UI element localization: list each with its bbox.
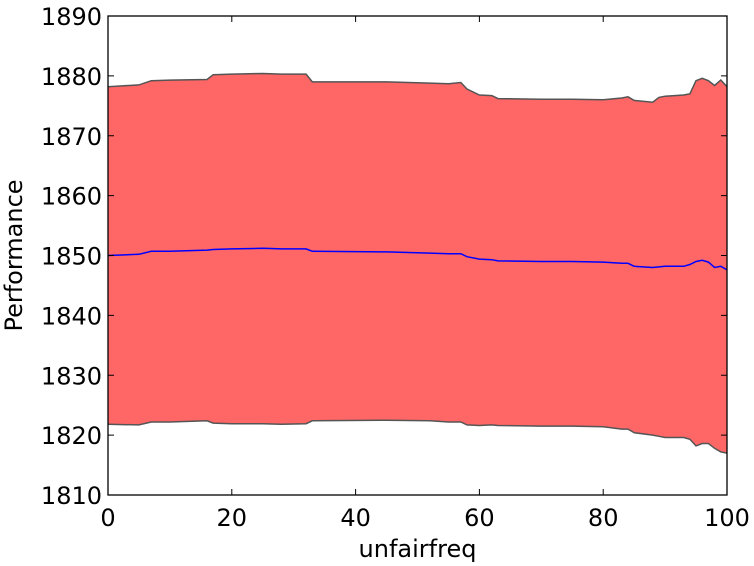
x-tick-label: 40: [340, 504, 371, 532]
y-tick-label: 1880: [41, 63, 102, 91]
y-tick-label: 1810: [41, 482, 102, 510]
y-tick-label: 1870: [41, 123, 102, 151]
y-tick-label: 1860: [41, 183, 102, 211]
x-axis-label: unfairfreq: [359, 535, 477, 563]
band-lower-edge: [107, 419, 728, 454]
confidence-band: [108, 73, 727, 454]
mean-line-layer: [107, 247, 728, 271]
x-tick-label: 20: [217, 504, 248, 532]
y-tick-label: 1830: [41, 362, 102, 390]
x-tick-label: 60: [464, 504, 495, 532]
confidence-band-layer: [107, 72, 728, 454]
y-tick-label: 1890: [41, 3, 102, 31]
x-tick-label: 100: [704, 504, 750, 532]
x-tick-label: 0: [100, 504, 115, 532]
y-tick-label: 1850: [41, 243, 102, 271]
y-tick-label: 1820: [41, 422, 102, 450]
x-tick-label: 80: [588, 504, 619, 532]
y-tick-label: 1840: [41, 302, 102, 330]
axis-ticks: 0 20 40 60 80 100 1810 1820 1830 1840 1850 1860 1870…: [41, 3, 750, 532]
y-axis-label: Performance: [0, 179, 28, 331]
band-upper-edge: [107, 72, 728, 103]
mean-line: [107, 247, 728, 271]
